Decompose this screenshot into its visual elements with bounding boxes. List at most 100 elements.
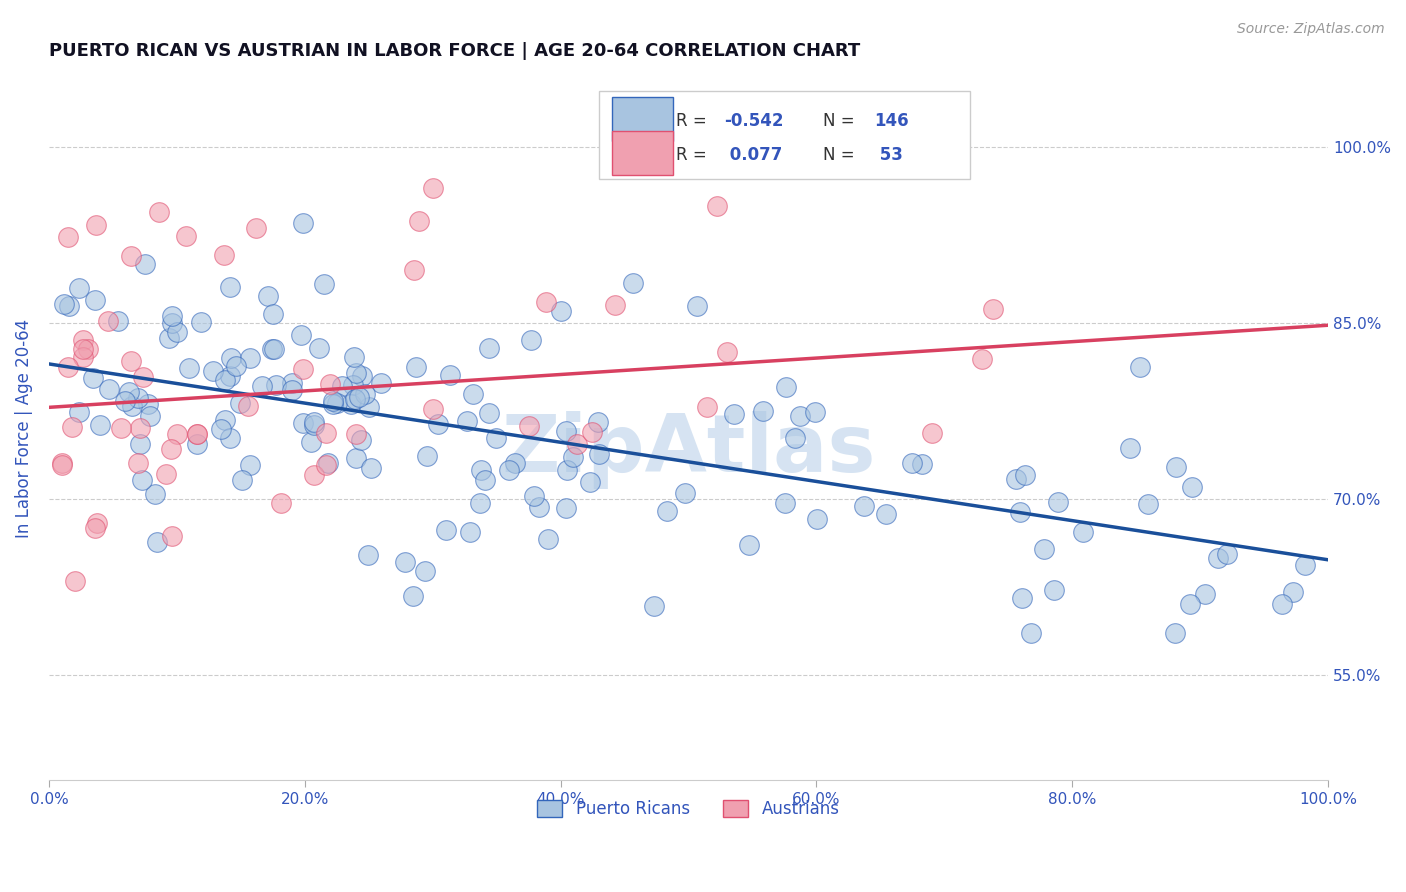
Point (1164, 626, 1187, 640)
Point (67, 281, 90, 295)
Point (1047, 495, 1070, 509)
Text: -0.542: -0.542 (724, 112, 785, 130)
Point (1033, 542, 1056, 557)
Point (214, 373, 236, 387)
Point (290, 327, 312, 342)
Point (139, 409, 162, 423)
Point (302, 468, 325, 483)
Text: N =: N = (823, 146, 859, 164)
Point (344, 427, 367, 442)
Point (330, 378, 353, 392)
Point (686, 299, 709, 313)
Point (77, 342, 100, 356)
Point (408, 214, 430, 228)
Text: N =: N = (823, 112, 859, 130)
Point (120, 354, 142, 368)
Y-axis label: In Labor Force | Age 20-64: In Labor Force | Age 20-64 (15, 318, 32, 538)
Point (148, 205, 170, 219)
Point (537, 532, 560, 546)
Point (209, 422, 232, 436)
Point (308, 341, 330, 355)
Point (527, 500, 550, 515)
Point (118, 384, 141, 399)
Point (131, 473, 153, 487)
Point (354, 387, 377, 401)
Point (219, 351, 242, 365)
Point (1005, 472, 1028, 486)
Point (58, 359, 80, 374)
Point (97, 382, 120, 396)
Point (581, 425, 603, 439)
Point (281, 383, 304, 397)
Point (402, 590, 425, 604)
Point (565, 437, 588, 451)
Point (716, 345, 738, 359)
Point (1011, 591, 1033, 605)
Text: 0.077: 0.077 (724, 146, 783, 164)
Point (1008, 504, 1031, 518)
Point (344, 392, 367, 407)
Point (219, 369, 242, 384)
Point (239, 458, 262, 472)
Point (218, 431, 240, 445)
Point (1119, 441, 1142, 455)
Point (160, 528, 183, 542)
Point (404, 262, 426, 277)
Point (555, 463, 578, 477)
Point (478, 341, 501, 355)
Point (239, 351, 262, 365)
Point (326, 396, 349, 410)
Point (312, 277, 335, 292)
Point (901, 456, 924, 470)
Point (621, 276, 644, 290)
Point (245, 221, 267, 235)
Point (696, 401, 718, 415)
Point (58, 299, 80, 313)
Text: 53: 53 (875, 146, 903, 164)
Point (921, 426, 943, 441)
Point (357, 549, 380, 563)
Point (322, 394, 344, 409)
Point (97, 314, 120, 328)
Point (498, 463, 520, 477)
Text: R =: R = (676, 112, 711, 130)
Point (186, 436, 208, 450)
Point (174, 229, 197, 244)
Point (315, 458, 337, 472)
Point (114, 394, 136, 409)
Point (554, 500, 576, 515)
Point (1194, 587, 1216, 601)
Point (263, 342, 285, 356)
Text: R =: R = (676, 146, 711, 164)
Point (588, 447, 610, 461)
Point (578, 475, 600, 489)
Point (231, 473, 253, 487)
Point (1129, 360, 1152, 375)
Point (315, 426, 337, 441)
Point (1073, 524, 1095, 539)
Point (51, 458, 73, 472)
Text: 146: 146 (875, 112, 908, 130)
Point (536, 294, 558, 309)
Point (503, 456, 526, 470)
Point (218, 280, 240, 294)
Point (134, 257, 156, 271)
Point (225, 359, 247, 374)
Point (751, 404, 773, 418)
Point (157, 331, 180, 345)
Point (110, 421, 132, 435)
Point (394, 555, 416, 569)
Point (128, 421, 150, 435)
Point (789, 409, 811, 424)
Point (292, 216, 315, 230)
Point (316, 456, 339, 470)
Point (302, 418, 325, 433)
Point (1281, 585, 1303, 599)
Point (262, 307, 284, 321)
Legend: Puerto Ricans, Austrians: Puerto Ricans, Austrians (531, 793, 846, 825)
Point (804, 405, 827, 419)
Text: Source: ZipAtlas.com: Source: ZipAtlas.com (1237, 22, 1385, 37)
Point (520, 334, 543, 348)
Point (84, 218, 107, 232)
Point (562, 450, 585, 465)
